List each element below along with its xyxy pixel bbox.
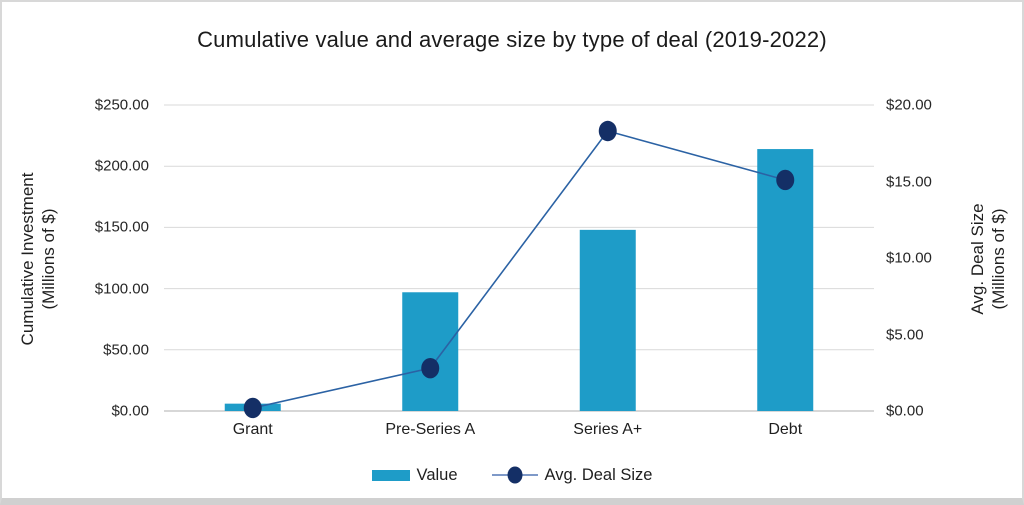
category-label-series-a-: Series A+ [573, 421, 643, 438]
tick-label: $10.00 [886, 249, 932, 267]
right-axis-title: Avg. Deal Size (Millions of $) [967, 203, 1009, 314]
combo-chart [164, 104, 874, 419]
left-axis-title-line1: Cumulative Investment [18, 172, 37, 346]
legend-avg-label: Avg. Deal Size [544, 465, 653, 484]
category-label-pre-series-a: Pre-Series A [385, 421, 476, 438]
tick-label: $20.00 [886, 96, 932, 114]
line-marker-debt [776, 169, 795, 191]
tick-label: $15.00 [886, 173, 932, 190]
bar-swatch-icon [371, 469, 410, 481]
right-axis-title-line1: Avg. Deal Size [968, 203, 987, 315]
line-marker-grant [243, 397, 262, 419]
tick-label: $150.00 [94, 218, 149, 236]
tick-label: $250.00 [94, 96, 149, 114]
line-marker-swatch-icon [491, 466, 538, 484]
category-label-grant: Grant [232, 421, 273, 438]
line-marker-pre-series-a [421, 357, 440, 379]
bar-debt [757, 149, 814, 411]
legend: Value Avg. Deal Size [2, 463, 1022, 487]
chart-title: Cumulative value and average size by typ… [197, 27, 827, 52]
tick-label: $5.00 [886, 326, 924, 343]
tick-label: $100.00 [94, 280, 149, 298]
plot-area [164, 104, 874, 419]
line-marker-series-a- [598, 120, 617, 142]
legend-value-label: Value [416, 465, 458, 484]
legend-item-value: Value [371, 465, 458, 485]
tick-label: $200.00 [94, 157, 149, 175]
right-axis-tick-labels: $0.00 $5.00 $10.00 $15.00 $20.00 [886, 2, 966, 498]
bar-pre-series-a [402, 292, 459, 411]
tick-label: $0.00 [886, 402, 924, 420]
tick-label: $50.00 [103, 341, 149, 359]
legend-item-avg-deal-size: Avg. Deal Size [491, 465, 653, 485]
right-axis-title-line2: (Millions of $) [989, 208, 1008, 310]
left-axis-tick-labels: $0.00 $50.00 $100.00 $150.00 $200.00 $250.00 [42, 2, 149, 498]
category-label-debt: Debt [768, 421, 803, 438]
tick-label: $0.00 [111, 402, 149, 420]
avg-deal-size-line [252, 130, 786, 409]
bar-series-a- [579, 229, 636, 411]
